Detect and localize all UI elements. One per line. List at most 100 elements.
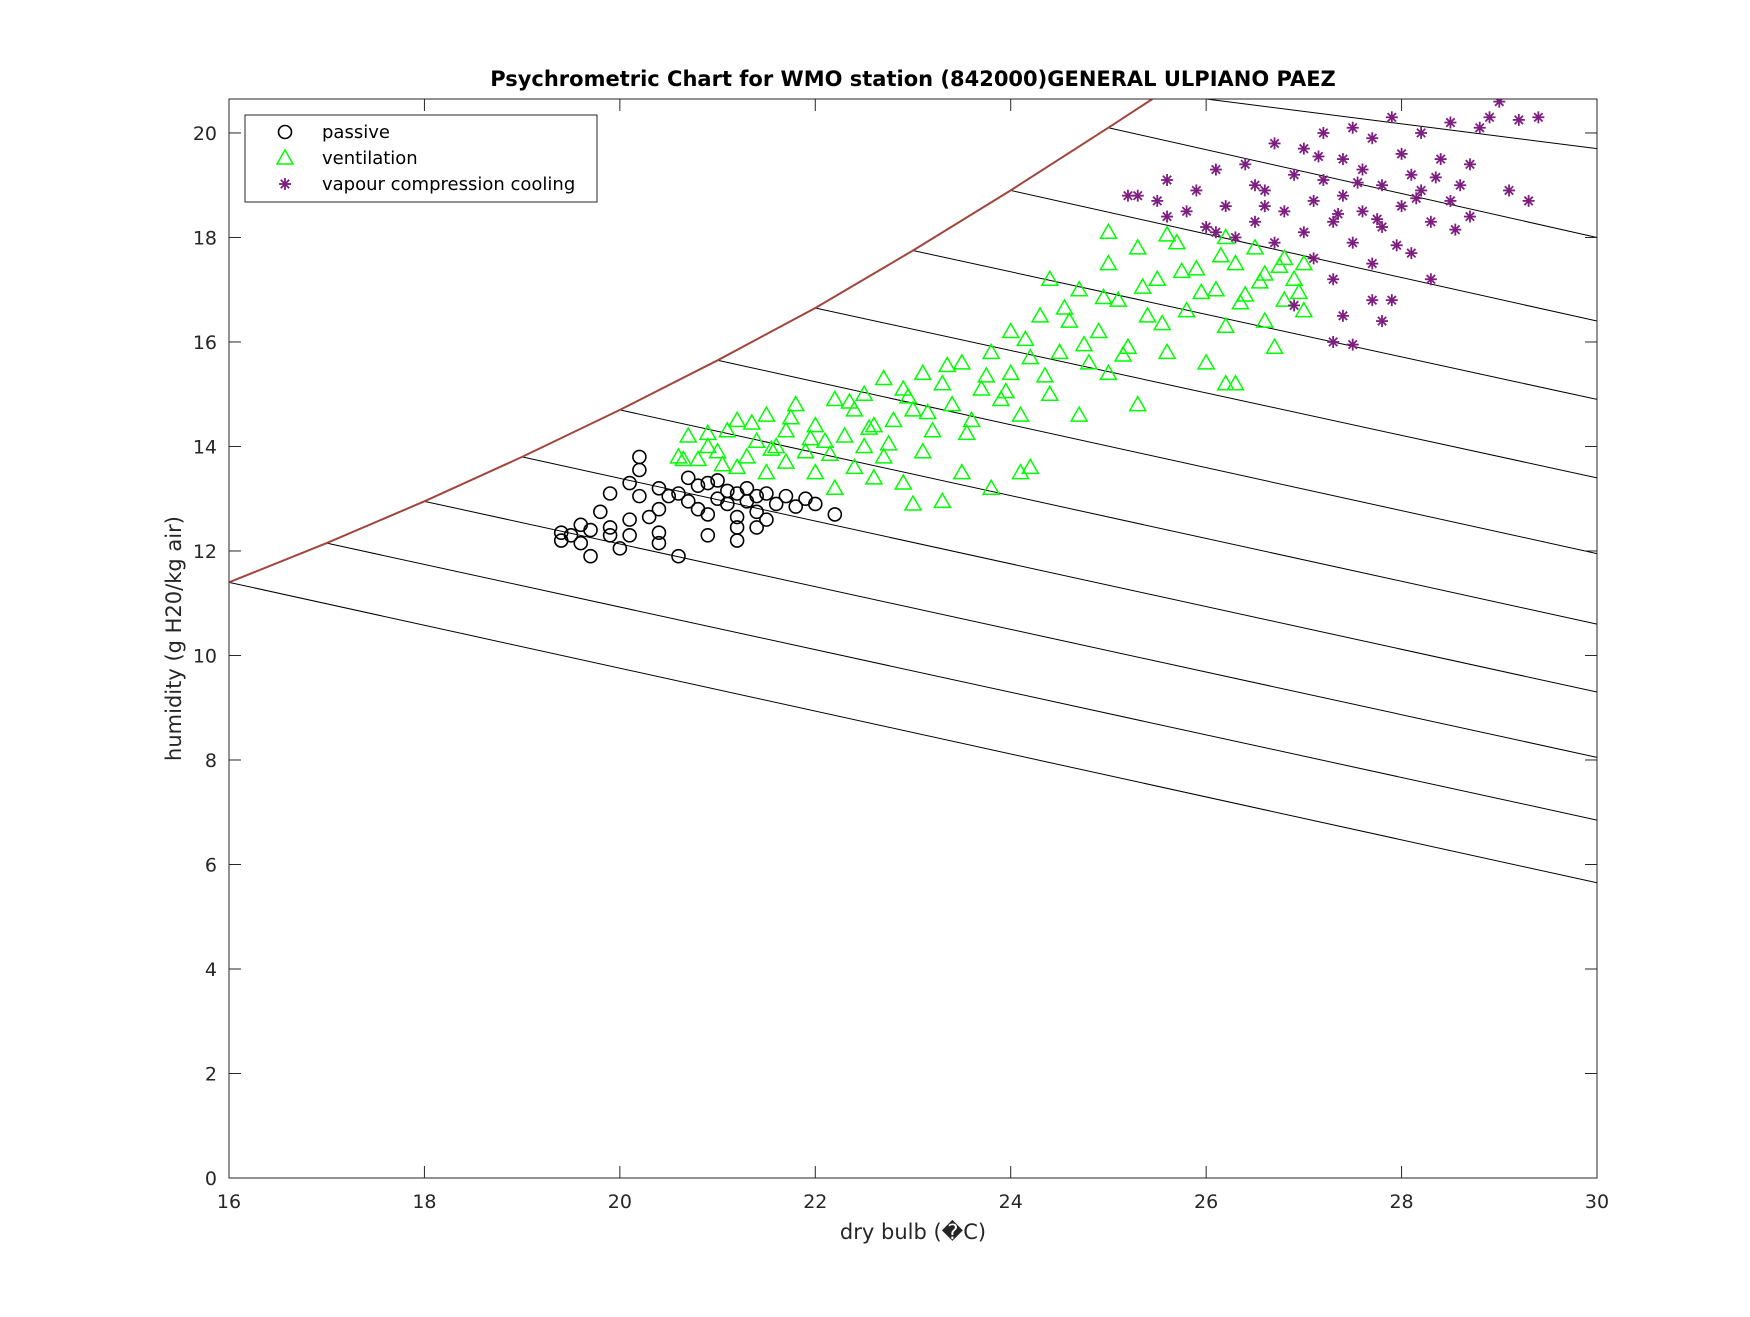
y-tick-label: 16 (193, 332, 217, 354)
data-point (1016, 329, 1035, 347)
data-point (1099, 254, 1118, 271)
data-point (1180, 205, 1193, 218)
data-point (720, 483, 735, 499)
data-point (727, 457, 747, 475)
data-point (759, 486, 774, 501)
data-point (1001, 322, 1021, 339)
data-point (1108, 290, 1128, 307)
data-point (632, 462, 647, 478)
data-point (1371, 213, 1384, 226)
data-point (768, 496, 784, 512)
data-point (1366, 294, 1379, 307)
data-point (1297, 142, 1310, 155)
data-point (651, 525, 667, 540)
data-point (1336, 189, 1349, 202)
data-point (1307, 252, 1320, 265)
data-point (766, 436, 786, 454)
data-point (805, 416, 825, 433)
data-point (1376, 179, 1389, 192)
x-tick-label: 26 (1194, 1191, 1218, 1213)
series-ventilation (669, 222, 1314, 511)
data-point (1483, 111, 1496, 124)
y-tick-label: 8 (205, 750, 217, 772)
data-series (553, 99, 1545, 564)
data-point (996, 382, 1016, 399)
data-point (933, 491, 952, 509)
data-point (854, 436, 874, 454)
data-point (952, 463, 972, 480)
data-point (680, 494, 696, 509)
data-point (651, 535, 667, 551)
data-point (671, 486, 686, 501)
data-point (1196, 353, 1216, 370)
constant-line-5 (717, 359, 1597, 555)
data-point (1454, 179, 1467, 192)
data-point (1089, 322, 1108, 339)
data-point (690, 478, 706, 493)
data-point (700, 475, 716, 491)
data-point (898, 387, 918, 404)
data-point (864, 468, 884, 485)
data-point (669, 447, 688, 464)
data-point (1346, 121, 1359, 134)
data-point (1040, 384, 1060, 401)
data-point (651, 480, 667, 496)
constant-line-6 (815, 307, 1597, 479)
data-point (651, 501, 667, 517)
data-point (1366, 132, 1379, 145)
data-point (776, 421, 796, 438)
data-point (879, 434, 898, 451)
x-tick-label: 20 (608, 1191, 632, 1213)
constant-line-0 (229, 581, 1597, 884)
data-point (893, 379, 913, 396)
data-point (1249, 179, 1261, 192)
data-point (1376, 221, 1389, 234)
legend-marker-1 (275, 148, 295, 165)
data-point (903, 494, 923, 511)
data-point (680, 470, 696, 486)
x-tick-label: 30 (1585, 1191, 1609, 1213)
data-point (1079, 353, 1099, 370)
data-point (913, 363, 933, 381)
axes-box (228, 98, 1598, 1179)
y-tick-label: 18 (193, 227, 217, 249)
chart-title: Psychrometric Chart for WMO station (842… (490, 67, 1336, 91)
data-point (1128, 395, 1148, 412)
data-point (1113, 345, 1133, 362)
data-point (1147, 269, 1167, 287)
data-point (1493, 99, 1506, 108)
data-point (757, 405, 776, 422)
data-point (923, 421, 942, 438)
data-point (913, 442, 933, 459)
data-point (1172, 261, 1192, 279)
data-point (1020, 457, 1040, 475)
data-point (1415, 126, 1428, 139)
y-tick-label: 4 (205, 959, 217, 981)
data-point (1258, 200, 1271, 213)
data-point (1099, 363, 1118, 381)
data-point (1255, 264, 1275, 281)
data-point (825, 478, 845, 496)
data-point (1385, 294, 1398, 307)
legend-label-2: vapour compression cooling (322, 174, 575, 195)
data-point (957, 423, 977, 441)
data-point (874, 369, 893, 386)
data-point (1151, 194, 1164, 207)
legend-label-0: passive (322, 122, 390, 143)
data-point (739, 480, 755, 496)
y-axis-label: humidity (g H20/kg air) (162, 516, 186, 761)
data-point (718, 421, 737, 438)
data-point (727, 410, 747, 428)
data-point (1415, 184, 1428, 197)
data-point (757, 463, 776, 480)
data-point (1209, 226, 1222, 239)
data-point (1216, 374, 1235, 391)
data-point (1249, 215, 1261, 228)
data-point (1121, 189, 1134, 202)
data-point (1161, 173, 1174, 186)
data-point (845, 457, 864, 475)
constant-line-10 (1206, 99, 1597, 150)
data-point (1424, 215, 1437, 228)
